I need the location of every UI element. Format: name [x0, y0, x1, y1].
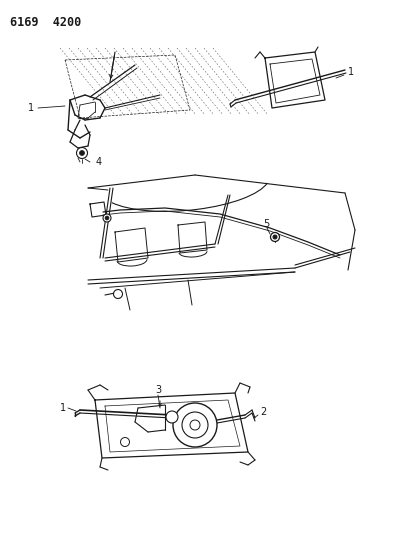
Circle shape [166, 411, 178, 423]
Text: 6169  4200: 6169 4200 [10, 16, 81, 29]
Text: 5: 5 [263, 219, 269, 229]
Text: 1: 1 [60, 403, 66, 413]
Circle shape [273, 235, 277, 239]
Circle shape [80, 150, 84, 156]
Circle shape [271, 232, 279, 241]
Text: 1: 1 [348, 67, 354, 77]
Text: 4: 4 [96, 157, 102, 167]
Text: 3: 3 [155, 385, 161, 395]
Circle shape [190, 420, 200, 430]
Circle shape [113, 289, 122, 298]
Circle shape [173, 403, 217, 447]
Text: 1: 1 [28, 103, 34, 113]
Circle shape [103, 214, 111, 222]
Circle shape [182, 412, 208, 438]
Circle shape [105, 216, 109, 220]
Circle shape [77, 148, 87, 158]
Text: 2: 2 [260, 407, 266, 417]
Circle shape [120, 438, 129, 447]
